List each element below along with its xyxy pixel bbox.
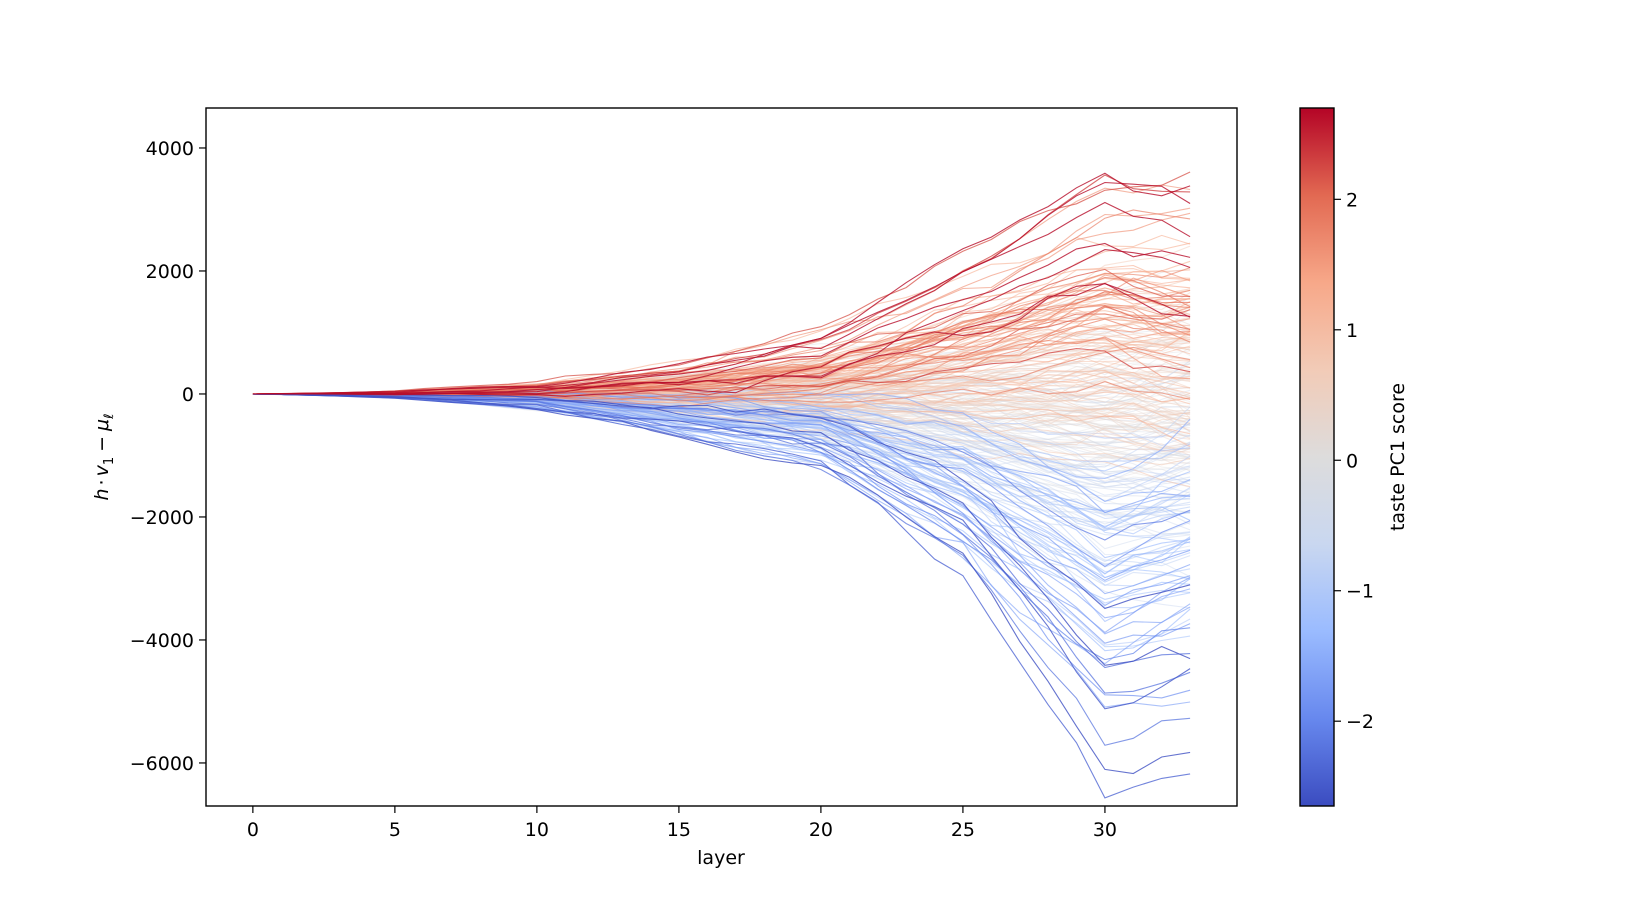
colorbar-tick-label: 1 [1346,320,1358,342]
x-axis-ticks: 0 5 10 15 20 25 30 [247,806,1117,841]
x-axis-label: layer [697,847,745,869]
colorbar-tick-label: 0 [1346,450,1358,472]
trajectory-line [252,171,1191,395]
x-tick-label: 10 [525,819,549,841]
y-axis-label: h·v1−μℓ [91,413,117,500]
y-tick-label: 2000 [146,261,194,283]
x-tick-label: 30 [1093,819,1117,841]
x-tick-label: 5 [389,819,401,841]
x-tick-label: 20 [809,819,833,841]
colorbar-ticks: −2 −1 0 1 2 [1334,189,1374,733]
trajectory-line [252,393,1191,694]
colorbar-tick-label: −1 [1346,581,1374,603]
trajectory-line [252,249,1191,395]
trajectory-line [252,282,1191,395]
colorbar [1299,107,1335,807]
y-tick-label: −2000 [130,507,194,529]
x-tick-label: 0 [247,819,259,841]
trajectory-lines [252,171,1191,799]
y-tick-label: 4000 [146,138,194,160]
y-tick-label: −6000 [130,753,194,775]
colorbar-tick-label: −2 [1346,711,1374,733]
colorbar-tick-label: 2 [1346,189,1358,211]
x-tick-label: 25 [951,819,975,841]
y-tick-label: 0 [182,384,194,406]
y-tick-label: −4000 [130,630,194,652]
trajectory-line [252,393,1191,775]
plot-frame [205,107,1238,807]
colorbar-label: taste PC1 score [1387,383,1409,531]
trajectory-line [252,393,1191,634]
y-axis-ticks: −6000 −4000 −2000 0 2000 4000 [130,138,206,775]
trajectory-line [252,242,1191,395]
x-tick-label: 15 [667,819,691,841]
trajectory-line [252,181,1191,395]
trajectory-line [252,201,1191,395]
trajectory-line [252,393,1191,710]
trajectory-line [252,393,1191,610]
